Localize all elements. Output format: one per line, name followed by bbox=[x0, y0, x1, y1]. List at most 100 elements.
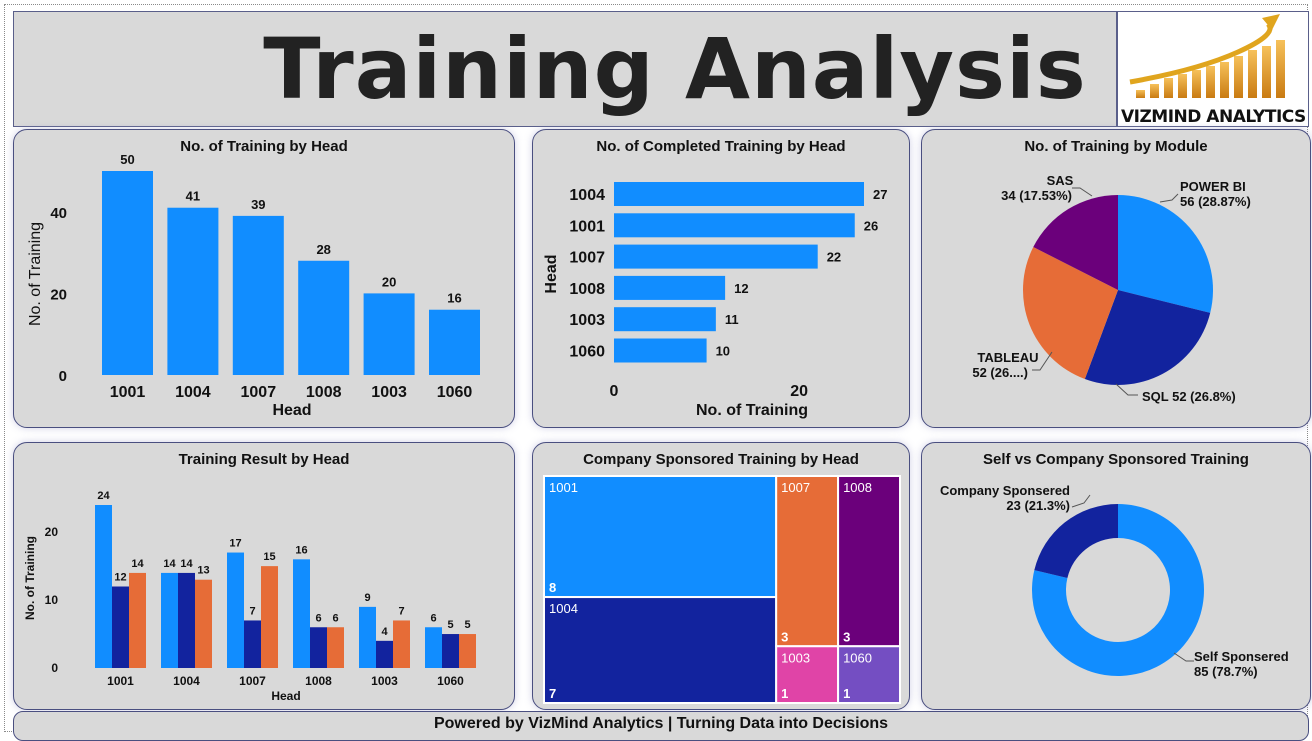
data-label: 16 bbox=[447, 291, 461, 306]
x-tick-label: 1004 bbox=[173, 674, 200, 688]
footer-bar: Powered by VizMind Analytics | Turning D… bbox=[13, 711, 1309, 741]
slice-label: SQL 52 (26.8%) bbox=[1142, 389, 1236, 404]
x-axis-label: No. of Training bbox=[696, 402, 808, 419]
bar bbox=[459, 634, 476, 668]
data-label: 13 bbox=[197, 565, 209, 577]
y-tick-label: 0 bbox=[59, 368, 67, 385]
pie-slice bbox=[1023, 247, 1118, 380]
bar bbox=[363, 293, 415, 375]
card-self-vs-company: Self vs Company Sponsored Training Self … bbox=[921, 442, 1311, 710]
data-label: 7 bbox=[249, 605, 255, 617]
card-completed-training: No. of Completed Training by Head 27 1004… bbox=[532, 129, 910, 428]
leader-line bbox=[1072, 187, 1093, 197]
bar bbox=[227, 552, 244, 668]
tile-value: 1 bbox=[843, 686, 850, 701]
y-axis-label: Head bbox=[543, 254, 560, 293]
bar bbox=[293, 559, 310, 668]
logo: VIZMIND ANALYTICS bbox=[1117, 11, 1309, 127]
leader-line bbox=[1071, 494, 1091, 508]
chart-title: Company Sponsored Training by Head bbox=[583, 451, 859, 468]
leader-line bbox=[1173, 652, 1194, 662]
chart-title: No. of Completed Training by Head bbox=[596, 138, 846, 155]
bar bbox=[376, 640, 393, 668]
x-tick-label: 1060 bbox=[437, 384, 473, 401]
x-tick-label: 1007 bbox=[241, 384, 277, 401]
y-axis-label: No. of Training bbox=[27, 222, 44, 326]
data-label: 6 bbox=[430, 612, 436, 624]
x-tick-label: 1004 bbox=[175, 384, 211, 401]
x-tick-label: 1008 bbox=[306, 384, 342, 401]
data-label: 50 bbox=[120, 152, 134, 167]
bar bbox=[614, 244, 818, 269]
bar bbox=[614, 213, 855, 238]
header-banner: Training Analysis bbox=[13, 11, 1117, 127]
bar bbox=[178, 572, 195, 668]
tile-value: 3 bbox=[781, 629, 788, 644]
tile-value: 8 bbox=[549, 580, 556, 595]
card-company-sponsored: Company Sponsored Training by Head 1001 8… bbox=[532, 442, 910, 710]
y-axis-label: No. of Training bbox=[23, 536, 37, 620]
data-label: 14 bbox=[180, 558, 193, 570]
bar bbox=[425, 627, 442, 668]
bar bbox=[102, 171, 153, 375]
slice-value: 85 (78.7%) bbox=[1194, 664, 1258, 679]
data-label: 4 bbox=[381, 626, 388, 638]
y-tick-label: 0 bbox=[51, 661, 58, 675]
data-label: 24 bbox=[97, 490, 110, 502]
x-tick-label: 0 bbox=[610, 383, 619, 400]
treemap-tile bbox=[837, 645, 901, 704]
chart-title: No. of Training by Module bbox=[1024, 138, 1208, 155]
y-tick-label: 1003 bbox=[569, 312, 605, 329]
bar bbox=[167, 207, 219, 375]
bar bbox=[393, 620, 410, 668]
data-label: 10 bbox=[716, 344, 730, 359]
page-title: Training Analysis bbox=[263, 20, 1087, 118]
y-tick-label: 1001 bbox=[569, 218, 605, 235]
data-label: 6 bbox=[315, 612, 321, 624]
chart-title: Training Result by Head bbox=[178, 451, 350, 468]
tile-value: 7 bbox=[549, 686, 556, 701]
card-training-result: Training Result by Head 0 10 20 24 12 14 1001 1… bbox=[13, 442, 515, 710]
x-tick-label: 20 bbox=[790, 383, 808, 400]
y-tick-label: 1060 bbox=[569, 344, 605, 361]
pie-slice bbox=[1084, 290, 1211, 385]
y-tick-label: 1004 bbox=[569, 187, 605, 204]
x-tick-label: 1060 bbox=[437, 674, 464, 688]
slice-value: 56 (28.87%) bbox=[1180, 194, 1251, 209]
chart-title: No. of Training by Head bbox=[180, 138, 348, 155]
y-tick-label: 20 bbox=[45, 525, 59, 539]
donut-slice bbox=[1032, 504, 1204, 676]
data-label: 14 bbox=[131, 558, 144, 570]
bar bbox=[429, 309, 480, 375]
data-label: 6 bbox=[332, 612, 338, 624]
bar bbox=[112, 586, 129, 668]
data-label: 15 bbox=[263, 551, 275, 563]
tile-label: 1004 bbox=[549, 601, 578, 616]
x-tick-label: 1001 bbox=[110, 384, 146, 401]
data-label: 9 bbox=[364, 592, 370, 604]
donut-slice bbox=[1034, 504, 1118, 579]
tile-label: 1001 bbox=[549, 480, 578, 495]
bar bbox=[129, 572, 146, 668]
tile-value: 3 bbox=[843, 629, 850, 644]
x-tick-label: 1008 bbox=[305, 674, 332, 688]
data-label: 28 bbox=[316, 242, 330, 257]
tile-value: 1 bbox=[781, 686, 788, 701]
treemap-tile bbox=[775, 645, 840, 704]
y-tick-label: 20 bbox=[50, 286, 67, 303]
slice-value: 23 (21.3%) bbox=[1006, 498, 1070, 513]
bar bbox=[442, 634, 459, 668]
treemap-tile bbox=[775, 475, 840, 648]
bar bbox=[614, 275, 726, 300]
chart-completed-training: 27 1004 26 1001 22 1007 12 1008 11 1003 10 1060 0 20 N… bbox=[543, 182, 887, 419]
bar bbox=[327, 627, 344, 668]
logo-graphic-icon bbox=[1129, 14, 1285, 98]
card-training-by-module: No. of Training by Module POWER BI 56 (28… bbox=[921, 129, 1311, 428]
x-tick-label: 1007 bbox=[239, 674, 266, 688]
pie-slice bbox=[1118, 195, 1213, 313]
tile-label: 1007 bbox=[781, 480, 810, 495]
slice-value: 52 (26....) bbox=[972, 365, 1028, 380]
chart-training-by-head: 0 20 40 50 1001 41 1004 39 1007 28 1008 20 1003 16 106… bbox=[27, 152, 480, 419]
